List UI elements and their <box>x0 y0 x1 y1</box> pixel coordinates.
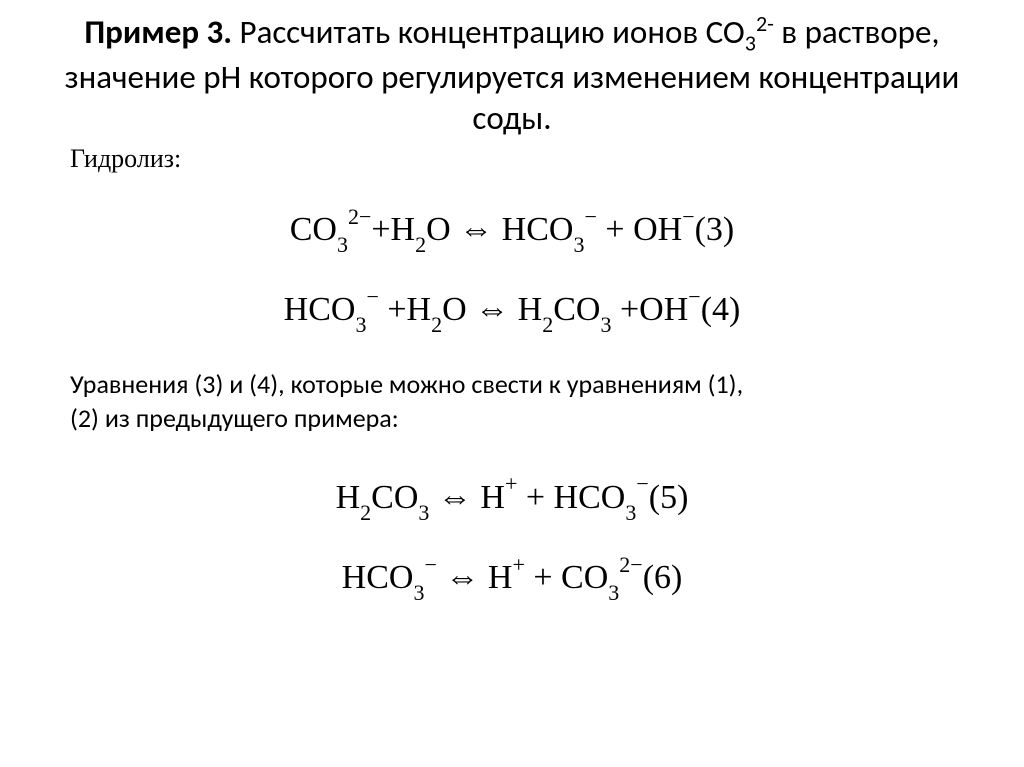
eq6-plus1-sub: 3 <box>608 580 619 605</box>
eq4-plus2: +OH <box>611 291 688 328</box>
eq4-lhs: HCO <box>284 291 356 328</box>
eq4-rhs1-sub: 2 <box>542 312 553 337</box>
eq6-rhs1: H <box>488 559 513 596</box>
eq4-plus1: +H <box>379 291 431 328</box>
eq3-arrow: ⇔ <box>451 211 502 248</box>
eq3-sub: 3 <box>337 232 348 257</box>
eq5-plus1-sub: 3 <box>625 500 636 525</box>
eq4-sub: 3 <box>355 312 366 337</box>
eq5-lhs-tail: CO <box>371 479 418 516</box>
eq4-rhs1-sub2: 3 <box>600 312 611 337</box>
eq4-sup: − <box>366 284 378 309</box>
eq4-rhs1: H <box>518 291 543 328</box>
page-title: Пример 3. Рассчитать концентрацию ионов … <box>30 10 994 140</box>
eq4-arrow: ⇔ <box>467 291 518 328</box>
eq3-rhs1-sub: 3 <box>573 232 584 257</box>
eq3-plus1-sub: 2 <box>415 232 426 257</box>
eq3-rhs1: HCO <box>502 211 574 248</box>
eq3-plus1: +H <box>371 211 415 248</box>
eq5-num: (5) <box>649 479 689 516</box>
eq6-plus1-sup: 2− <box>619 552 642 577</box>
hydrolysis-label: Гидролиз: <box>70 144 994 174</box>
eq5-plus1: + HCO <box>517 479 625 516</box>
equation-4: HCO3− +H2O ⇔ H2CO3 +OH−(4) <box>30 288 994 334</box>
eq5-rhs1-sup: + <box>505 471 517 496</box>
eq4-num: (4) <box>701 291 741 328</box>
eq3-num: (3) <box>695 211 735 248</box>
eq6-arrow: ⇔ <box>437 559 488 596</box>
eq6-lhs-sup: − <box>424 552 436 577</box>
equation-6: HCO3− ⇔ H+ + CO32−(6) <box>30 556 994 602</box>
title-sup: 2- <box>756 10 774 37</box>
eq3-sup: 2− <box>348 204 371 229</box>
eq6-plus1: + CO <box>525 559 608 596</box>
eq5-plus1-sup: − <box>636 471 648 496</box>
title-prefix: Пример 3. <box>84 12 232 52</box>
midtext-line1: Уравнения (3) и (4), которые можно свест… <box>70 368 743 400</box>
eq5-lhs-sub2: 3 <box>418 500 429 525</box>
equation-5: H2CO3 ⇔ H+ + HCO3−(5) <box>30 475 994 521</box>
eq3-lhs: CO <box>290 211 337 248</box>
eq3-rhs1-sup: − <box>584 204 596 229</box>
eq3-plus2-sup: − <box>682 204 694 229</box>
title-text-1: Рассчитать концентрацию ионов CO <box>232 12 745 52</box>
equation-3: CO32−+H2O ⇔ HCO3− + OH−(3) <box>30 208 994 254</box>
eq6-lhs-sub: 3 <box>413 580 424 605</box>
title-sub: 3 <box>745 30 756 57</box>
eq6-rhs1-sup: + <box>512 552 524 577</box>
eq4-plus1-sub: 2 <box>431 312 442 337</box>
eq3-plus1-tail: O <box>426 211 451 248</box>
midtext-line2: (2) из предыдущего примера: <box>70 402 399 434</box>
eq5-rhs1: H <box>480 479 505 516</box>
eq4-plus1-tail: O <box>442 291 467 328</box>
mid-paragraph: Уравнения (3) и (4), которые можно свест… <box>70 368 994 436</box>
eq4-plus2-sup: − <box>688 284 700 309</box>
eq6-num: (6) <box>643 559 683 596</box>
eq5-arrow: ⇔ <box>429 479 480 516</box>
eq5-lhs-sub: 2 <box>360 500 371 525</box>
eq3-plus2: + OH <box>597 211 682 248</box>
eq5-lhs: H <box>336 479 361 516</box>
eq4-rhs1-tail: CO <box>553 291 600 328</box>
eq6-lhs: HCO <box>342 559 414 596</box>
